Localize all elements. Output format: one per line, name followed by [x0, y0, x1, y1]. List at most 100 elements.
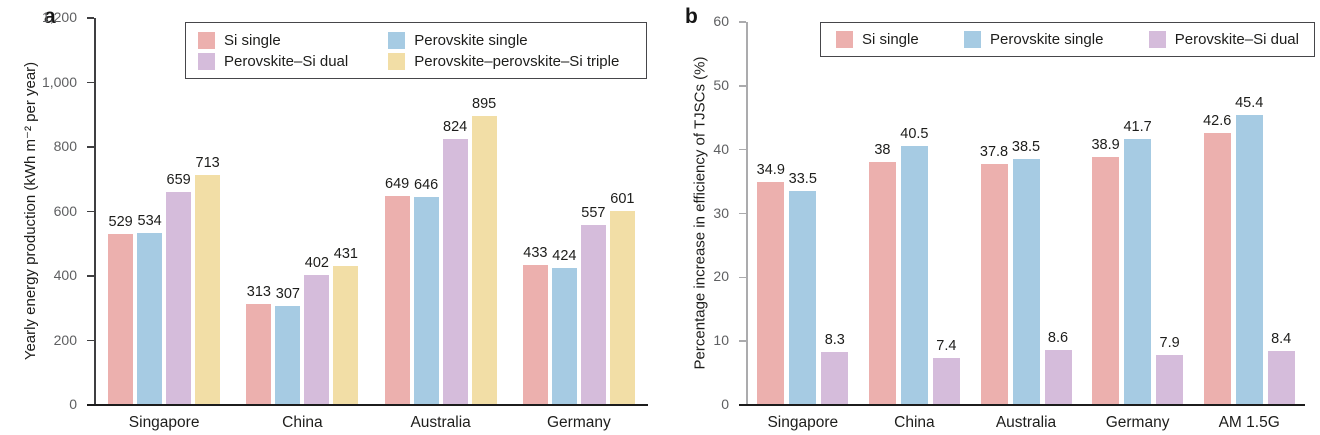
bar — [580, 225, 606, 405]
y-tick — [87, 210, 94, 213]
y-tick — [87, 275, 94, 277]
y-tick-label: 600 — [53, 202, 77, 219]
y-tick-label: 60 — [713, 13, 729, 29]
legend-item: Si single — [198, 31, 348, 49]
bar — [413, 196, 439, 405]
y-tick-label: 0 — [69, 396, 77, 412]
bar — [1267, 351, 1295, 405]
bar-value-label: 8.3 — [824, 332, 845, 349]
legend-label: Perovskite single — [414, 31, 528, 49]
y-axis-line — [746, 22, 748, 405]
bar-value-label: 33.5 — [788, 171, 817, 188]
bar-value-label: 431 — [333, 246, 358, 262]
panel-a: a Yearly energy production (kWh m⁻² per … — [22, 5, 648, 431]
x-category-label: China — [894, 414, 935, 431]
bar-value-label: 646 — [414, 176, 439, 193]
bar — [442, 139, 468, 405]
bar — [522, 265, 548, 405]
y-tick — [739, 276, 746, 279]
x-axis-line — [87, 404, 648, 406]
bar-value-label: 307 — [275, 285, 300, 302]
bar-value-label: 895 — [472, 96, 497, 113]
x-category-label: Germany — [547, 414, 611, 431]
bar-value-label: 402 — [304, 255, 329, 272]
bar — [932, 357, 960, 405]
legend-item: Perovskite–Si dual — [198, 52, 349, 70]
legend-label: Perovskite–Si dual — [224, 52, 349, 70]
bar — [1235, 115, 1263, 405]
y-tick-label: 400 — [53, 267, 77, 283]
bar-value-label: 38.9 — [1091, 136, 1120, 153]
y-tick — [739, 148, 746, 151]
y-tick-label: 40 — [713, 140, 729, 157]
bar-value-label: 557 — [581, 205, 606, 222]
bar-value-label: 649 — [385, 175, 410, 192]
legend-label: Perovskite–Si dual — [1174, 31, 1299, 48]
legend-label: Perovskite single — [990, 31, 1104, 48]
bar — [1124, 138, 1152, 405]
bar-value-label: 41.7 — [1123, 118, 1152, 135]
bar — [757, 182, 785, 405]
bar-value-label: 42.6 — [1203, 113, 1232, 130]
y-tick-label: 30 — [713, 204, 729, 221]
legend-item: Si single — [836, 31, 919, 48]
bar-value-label: 433 — [523, 245, 548, 262]
bar — [1156, 354, 1184, 405]
bar — [821, 352, 849, 405]
legend-swatch — [388, 52, 406, 70]
y-tick — [739, 212, 746, 215]
y-tick-label: 20 — [713, 268, 729, 285]
legend-label: Si single — [224, 31, 281, 49]
legend-swatch — [836, 31, 853, 48]
panel-b-legend: Si single Perovskite single Perovskite–Si … — [820, 22, 1315, 57]
y-tick — [739, 21, 746, 23]
legend-item: Perovskite–perovskite–Si triple — [388, 52, 620, 70]
panel-a-plot-area: 0 200 400 600 800 1,000 1,200 529 534 659 713 Singa… — [41, 9, 648, 431]
bar — [1012, 159, 1040, 405]
panel-b: b Percentage increase in efficiency of T… — [680, 0, 1320, 435]
legend-swatch — [1148, 31, 1166, 48]
bar-value-label: 37.8 — [979, 143, 1009, 160]
legend-swatch — [388, 31, 406, 49]
legend-label: Si single — [862, 31, 919, 48]
y-tick-label: 1,000 — [41, 73, 77, 90]
bar — [195, 175, 221, 405]
bar-value-label: 824 — [443, 119, 468, 136]
panel-a-letter: a — [44, 5, 56, 28]
legend-label: Perovskite–perovskite–Si triple — [414, 52, 620, 70]
bar — [333, 266, 359, 405]
y-tick — [739, 340, 746, 342]
legend-swatch — [198, 31, 215, 49]
bar — [609, 211, 635, 405]
y-tick — [87, 81, 94, 84]
y-tick — [87, 17, 94, 19]
bar-value-label: 8.4 — [1271, 331, 1292, 348]
bar-value-label: 713 — [195, 155, 220, 172]
bar-value-label: 38.5 — [1011, 139, 1041, 156]
panel-b-plot-area: 0 10 20 30 40 50 60 34.9 33.5 8.3 Singapore 38 40.5 7… — [680, 0, 1320, 435]
bar-value-label: 40.5 — [900, 126, 929, 143]
panel-b-letter: b — [685, 5, 698, 28]
bar-value-label: 313 — [246, 284, 271, 301]
bar-value-label: 45.4 — [1235, 95, 1264, 112]
legend-item: Perovskite single — [388, 31, 619, 49]
bar — [1092, 156, 1120, 405]
x-category-label: China — [282, 414, 323, 431]
x-category-label: AM 1.5G — [1218, 414, 1280, 431]
bar — [980, 163, 1008, 405]
bar — [304, 275, 330, 405]
bar — [384, 195, 410, 405]
y-tick-label: 10 — [713, 332, 729, 349]
bar — [137, 232, 163, 405]
bar — [789, 191, 817, 405]
bar — [166, 192, 192, 405]
y-tick-label: 800 — [53, 138, 77, 154]
bar — [275, 305, 301, 405]
legend-item: Perovskite single — [964, 31, 1103, 48]
legend-swatch — [198, 52, 215, 70]
y-tick-label: 0 — [721, 396, 729, 412]
bar-value-label: 34.9 — [756, 162, 785, 179]
x-category-label: Australia — [410, 414, 471, 431]
y-tick — [87, 339, 94, 342]
